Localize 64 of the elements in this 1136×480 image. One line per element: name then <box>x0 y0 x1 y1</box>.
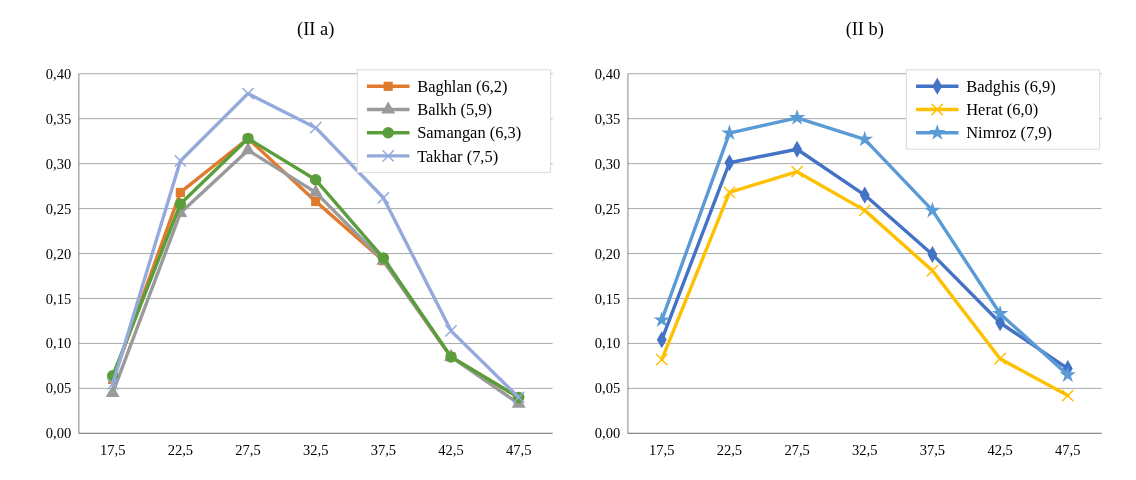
y-tick-label: 0,20 <box>594 245 621 262</box>
y-tick-label: 0,35 <box>594 110 621 127</box>
y-tick-label: 0,15 <box>45 290 72 307</box>
y-tick-label: 0,15 <box>594 290 621 307</box>
y-tick-label: 0,35 <box>45 110 72 127</box>
point <box>308 184 323 197</box>
y-tick-label: 0,40 <box>45 65 72 82</box>
x-tick-label: 32,5 <box>303 441 329 458</box>
legend-label: Balkh (5,9) <box>417 100 492 120</box>
point <box>1061 389 1075 402</box>
x-tick-label: 32,5 <box>852 441 878 458</box>
point <box>309 121 323 135</box>
y-tick-label: 0,25 <box>45 200 72 217</box>
y-tick-label: 0,00 <box>45 425 72 442</box>
point <box>175 187 185 197</box>
point <box>788 109 806 125</box>
y-tick-label: 0,40 <box>594 65 621 82</box>
y-tick-label: 0,10 <box>594 335 621 352</box>
x-tick-label: 22,5 <box>716 441 743 458</box>
point <box>377 191 390 205</box>
point <box>655 353 669 366</box>
x-tick-label: 47,5 <box>506 441 532 458</box>
point <box>174 198 187 210</box>
chart-title: (II b) <box>845 19 884 41</box>
x-tick-label: 37,5 <box>919 441 946 458</box>
point <box>653 311 670 328</box>
y-tick-label: 0,00 <box>594 425 621 442</box>
y-tick-label: 0,20 <box>45 245 72 262</box>
point <box>241 87 255 100</box>
y-tick-label: 0,30 <box>594 155 621 172</box>
point <box>723 186 736 199</box>
x-tick-label: 27,5 <box>784 441 810 458</box>
x-tick-label: 27,5 <box>235 441 261 458</box>
point <box>106 377 120 391</box>
y-tick-label: 0,25 <box>594 200 621 217</box>
point <box>991 305 1009 321</box>
point <box>444 324 458 338</box>
y-tick-label: 0,10 <box>45 335 72 352</box>
y-tick-label: 0,30 <box>45 155 72 172</box>
x-tick-label: 37,5 <box>370 441 397 458</box>
x-tick-label: 22,5 <box>167 441 194 458</box>
x-tick-label: 17,5 <box>100 441 126 458</box>
legend-label: Samangan (6,3) <box>417 123 522 143</box>
point <box>924 201 941 218</box>
chart-title: (II a) <box>297 19 335 41</box>
x-tick-label: 47,5 <box>1055 441 1081 458</box>
x-tick-label: 17,5 <box>649 441 675 458</box>
legend-label: Badghis (6,9) <box>966 77 1056 97</box>
point <box>993 352 1007 366</box>
legend-label: Baghlan (6,2) <box>417 77 508 97</box>
point <box>790 165 804 179</box>
x-tick-label: 42,5 <box>438 441 464 458</box>
point <box>311 196 321 206</box>
point <box>174 154 187 168</box>
y-tick-label: 0,05 <box>594 380 621 397</box>
y-tick-label: 0,05 <box>45 380 72 397</box>
legend-label: Nimroz (7,9) <box>966 123 1052 143</box>
point <box>1059 366 1076 382</box>
legend-label: Takhar (7,5) <box>417 146 499 166</box>
point <box>241 142 255 155</box>
point <box>858 204 872 217</box>
legend-label: Herat (6,0) <box>966 100 1039 120</box>
x-tick-label: 42,5 <box>987 441 1013 458</box>
point <box>309 174 322 186</box>
